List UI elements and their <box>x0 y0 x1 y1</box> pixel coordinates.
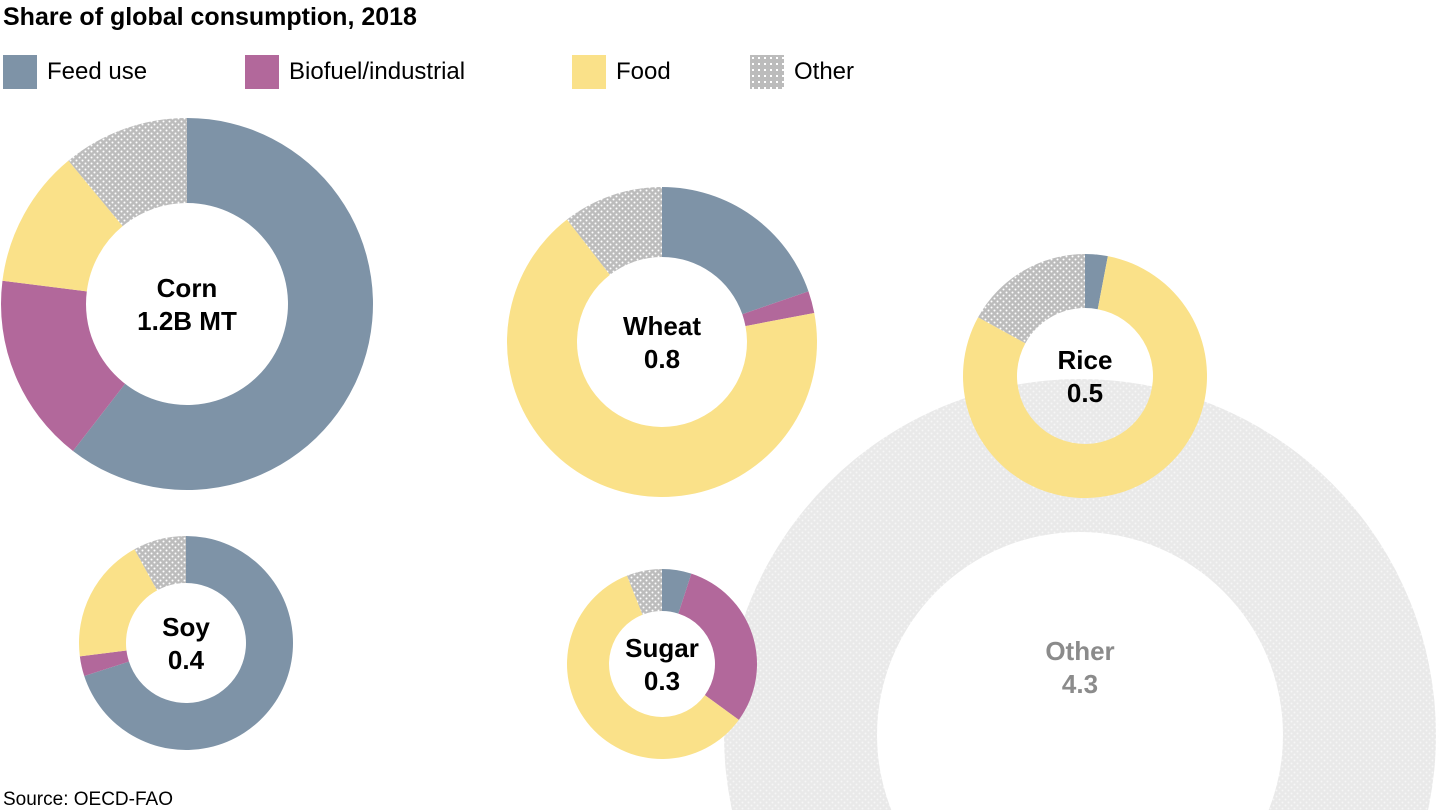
segment-food <box>506 219 817 498</box>
segment-food <box>2 160 123 292</box>
segment-feed <box>662 187 809 315</box>
legend-item-label: Feed use <box>47 58 148 85</box>
legend-item-label: Other <box>794 58 855 85</box>
donut-hole <box>877 532 1283 810</box>
donut-name-label: Wheat <box>623 311 701 341</box>
legend: Feed use Biofuel/industrial Food Other <box>0 55 1440 91</box>
segment-other <box>134 536 186 591</box>
legend-item-other: Other <box>750 55 854 89</box>
donut-value-label: 0.8 <box>644 344 680 374</box>
legend-swatch-biofuel <box>245 55 279 89</box>
donut-name-label: Sugar <box>625 633 699 663</box>
legend-swatch-other <box>750 55 784 89</box>
chart-title: Share of global consumption, 2018 <box>3 3 417 31</box>
segment-biofuel <box>742 291 815 327</box>
legend-item-biofuel: Biofuel/industrial <box>245 55 465 89</box>
donut-value-label: 0.5 <box>1067 378 1103 408</box>
legend-item-label: Biofuel/industrial <box>289 58 466 85</box>
legend-item-food: Food <box>572 55 671 89</box>
segment-biofuel <box>79 650 129 677</box>
donut-name-label: Corn <box>157 273 218 303</box>
segment-other <box>567 187 662 275</box>
legend-swatch-food <box>572 55 606 89</box>
segment-feed <box>662 569 692 614</box>
donut-value-label: 1.2B MT <box>137 306 237 336</box>
segment-biofuel <box>678 573 758 720</box>
segment-biofuel <box>1 280 126 451</box>
segment-other <box>68 118 187 227</box>
segment-feed <box>73 118 373 490</box>
segment-food <box>567 575 739 759</box>
segment-other <box>627 569 662 615</box>
legend-item-feed: Feed use <box>3 55 147 89</box>
segment-food <box>78 549 158 657</box>
donut-value-label: 0.4 <box>168 645 205 675</box>
segment-feed <box>84 536 294 751</box>
donut-name-label: Other <box>1045 636 1114 666</box>
donut-value-label: 4.3 <box>1062 669 1098 699</box>
legend-item-label: Food <box>616 58 671 85</box>
donut-name-label: Rice <box>1058 345 1113 375</box>
segment-other <box>978 254 1085 344</box>
source-note: Source: OECD-FAO <box>3 789 173 810</box>
donut-value-label: 0.3 <box>644 666 680 696</box>
donut-name-label: Soy <box>162 612 210 642</box>
legend-swatch-feed <box>3 55 37 89</box>
segment-food <box>963 256 1208 498</box>
segment-feed <box>1085 254 1108 310</box>
